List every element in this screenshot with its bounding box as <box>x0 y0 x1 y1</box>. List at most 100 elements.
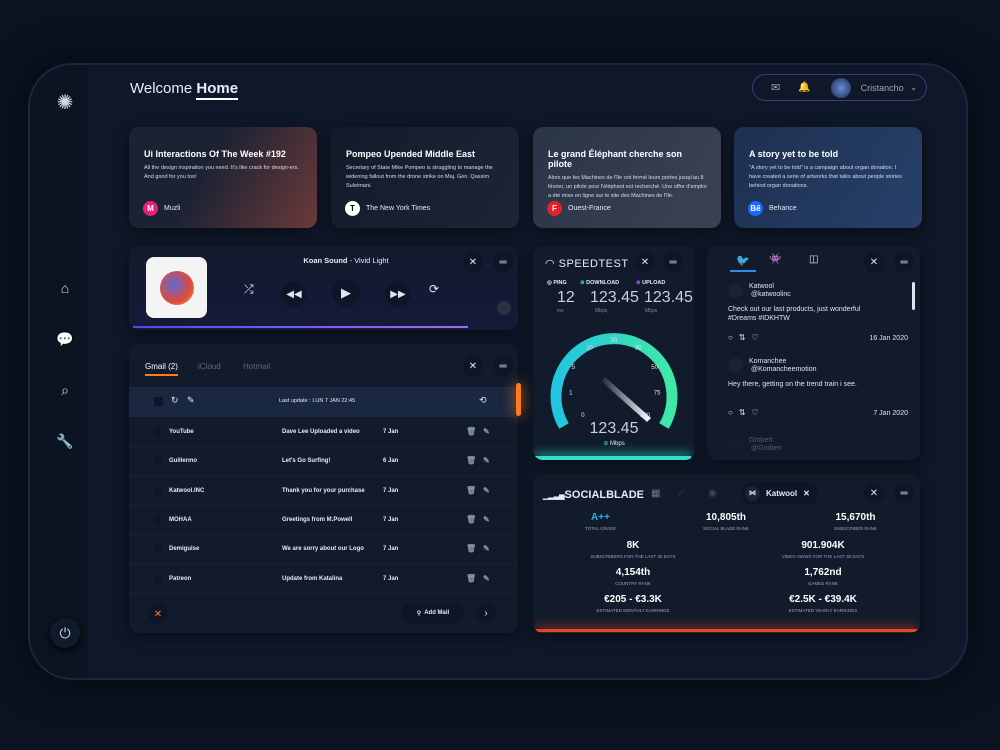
trash-icon[interactable]: 🗑 <box>466 573 477 583</box>
mail-from: YouTube <box>169 429 194 435</box>
news-card[interactable]: Ui Interactions Of The Week #192 All the … <box>129 127 317 228</box>
mail-date: 7 Jan <box>383 516 399 523</box>
tweet-handle[interactable]: @Komancheemotion <box>751 366 817 373</box>
chart-icon[interactable]: ⟋ <box>678 488 685 499</box>
trash-icon[interactable]: 🗑 <box>466 427 477 436</box>
fast-forward-button[interactable]: ▶▶ <box>385 281 411 307</box>
retweet-icon: ⇅ <box>738 408 752 417</box>
row-checkbox[interactable] <box>154 486 162 495</box>
close-button[interactable]: ✕ <box>463 356 483 376</box>
shuffle-icon[interactable]: ⤮ <box>244 282 254 296</box>
progress-bar[interactable] <box>133 326 469 328</box>
trash-icon[interactable]: 🗑 <box>466 514 477 524</box>
edit-icon[interactable]: ✎ <box>483 427 490 436</box>
mail-row[interactable]: Patreon Update from Katalina 7 Jan 🗑 ✎ <box>129 565 518 594</box>
tweet-text <box>728 459 903 468</box>
stat-value: A++ <box>591 512 610 523</box>
mail-row[interactable]: Demiguise We are sorry about our Logo 7 Ja… <box>129 535 518 565</box>
user-name[interactable]: Cristancho <box>860 82 904 93</box>
play-button[interactable]: ▶ <box>332 279 360 307</box>
news-title: A story yet to be told <box>749 149 839 159</box>
avatar[interactable] <box>830 77 851 98</box>
close-button[interactable]: ✕ <box>463 252 483 272</box>
menu-button[interactable]: ═ <box>663 252 683 272</box>
rewind-button[interactable]: ◀◀ <box>281 281 307 307</box>
mail-row[interactable]: Katwool.INC Thank you for your purchase 7 … <box>129 477 518 506</box>
news-card[interactable]: Pompeo Upended Middle East Secretary of S… <box>331 127 519 228</box>
gauge-tick-label: 5 <box>572 365 576 371</box>
menu-button[interactable]: ═ <box>493 252 513 272</box>
stat-cell: €2.5K - €39.4K Estimated Yearly Earnings <box>728 594 918 613</box>
sync-settings-icon[interactable]: ⟲ <box>479 395 487 405</box>
tweet-handle[interactable]: @katwoolinc <box>751 291 791 298</box>
row-checkbox[interactable] <box>154 428 162 436</box>
edit-icon[interactable]: ✎ <box>483 485 490 495</box>
wrench-icon[interactable]: 🔧 <box>56 432 74 449</box>
edit-icon[interactable]: ✎ <box>483 456 490 466</box>
chevron-down-icon[interactable]: ⌄ <box>909 82 918 92</box>
eye-icon[interactable]: ◉ <box>708 488 717 499</box>
mail-row[interactable]: YouTube Dave Lee Uploaded a video 7 Jan 🗑 ✎ <box>129 418 518 447</box>
news-card[interactable]: Le grand Éléphant cherche son pilote Alor… <box>533 127 721 228</box>
gauge-tick-label: 100 <box>640 413 651 419</box>
close-button[interactable]: ✕ <box>635 252 655 272</box>
tab-twitter[interactable]: 🐦 <box>730 254 756 272</box>
news-text: Alors que les Machines de l'île ont ferm… <box>548 175 707 199</box>
channel-chip[interactable]: ⋈ Katwool ✕ <box>741 482 818 505</box>
menu-button[interactable]: ═ <box>894 483 914 503</box>
social-feed-widget: 🐦 👾 ◫ ✕ ═ <box>707 246 920 460</box>
trash-icon[interactable]: 🗑 <box>466 544 477 554</box>
row-checkbox[interactable] <box>154 574 162 583</box>
news-title: Ui Interactions Of The Week #192 <box>144 149 286 159</box>
feed-scrollbar[interactable] <box>912 282 915 310</box>
trash-icon[interactable]: 🗑 <box>466 485 477 495</box>
reply-icon: ○ <box>728 333 739 342</box>
tweet-actions[interactable]: ○⇅♡ <box>728 333 765 342</box>
logo-icon[interactable]: ✺ <box>56 91 74 114</box>
repeat-icon[interactable]: ⟳ <box>429 282 440 296</box>
mail-scrollbar[interactable] <box>516 383 521 416</box>
tab-instagram[interactable]: ◫ <box>809 254 819 265</box>
dashboard-icon[interactable]: ▦ <box>651 488 661 499</box>
nyt-logo-icon: T <box>345 201 360 216</box>
row-checkbox[interactable] <box>154 515 162 524</box>
tab-reddit[interactable]: 👾 <box>769 254 782 265</box>
menu-button[interactable]: ═ <box>894 252 914 272</box>
news-card[interactable]: A story yet to be told "A story yet to be… <box>734 127 922 228</box>
refresh-icon[interactable]: ↻ <box>171 395 179 405</box>
row-checkbox[interactable] <box>154 457 162 466</box>
mail-row[interactable]: Guillermo Let's Go Surfing! 6 Jan 🗑 ✎ <box>129 447 518 477</box>
next-page-button[interactable]: › <box>476 603 496 623</box>
power-icon[interactable]: ⏻ <box>50 618 80 648</box>
stat-label: Video views for the last 30 days <box>781 554 865 559</box>
mail-icon[interactable]: ✉ <box>771 82 781 94</box>
add-mail-button[interactable]: ⚲ Add Mail <box>401 603 465 623</box>
tab-gmail[interactable]: Gmail (2) <box>145 362 178 376</box>
search-icon[interactable]: ⌕ <box>61 381 69 398</box>
tab-icloud[interactable]: iCloud <box>198 362 221 371</box>
socialblade-title: ▁▂▃▅SOCIALBLADE <box>543 489 644 501</box>
compose-icon[interactable]: ✎ <box>187 395 195 405</box>
mail-subject: Let's Go Surfing! <box>282 458 331 465</box>
stat-value: 8K <box>626 540 640 551</box>
close-orange-button[interactable]: ✕ <box>148 604 168 624</box>
edit-icon[interactable]: ✎ <box>483 544 490 554</box>
trash-icon[interactable]: 🗑 <box>466 456 477 466</box>
edit-icon[interactable]: ✎ <box>483 514 490 524</box>
tweet-actions[interactable]: ○⇅♡ <box>728 408 765 417</box>
tab-hotmail[interactable]: Hotmail <box>243 362 271 371</box>
edit-icon[interactable]: ✎ <box>483 573 490 583</box>
behance-logo-icon: Bē <box>748 201 763 216</box>
bell-icon[interactable]: 🔔 <box>798 82 811 93</box>
menu-button[interactable]: ═ <box>493 356 513 376</box>
close-button[interactable]: ✕ <box>864 483 884 503</box>
music-player: Koan Sound - Vivid Light ⤮ ◀◀ ▶ ▶▶ ⟳ ✕ ═ <box>129 246 518 330</box>
row-checkbox[interactable] <box>154 545 162 554</box>
home-icon[interactable]: ⌂ <box>60 280 70 296</box>
select-all-checkbox[interactable] <box>154 397 163 406</box>
mail-row[interactable]: MOHAA Greetings from M.Powell 7 Jan 🗑 ✎ <box>129 506 518 535</box>
stat-value: €205 - €3.3K <box>604 594 662 605</box>
chat-icon[interactable]: 💬 <box>56 330 74 347</box>
tweet-handle[interactable]: @Grobert <box>751 445 782 452</box>
close-button[interactable]: ✕ <box>864 252 884 272</box>
